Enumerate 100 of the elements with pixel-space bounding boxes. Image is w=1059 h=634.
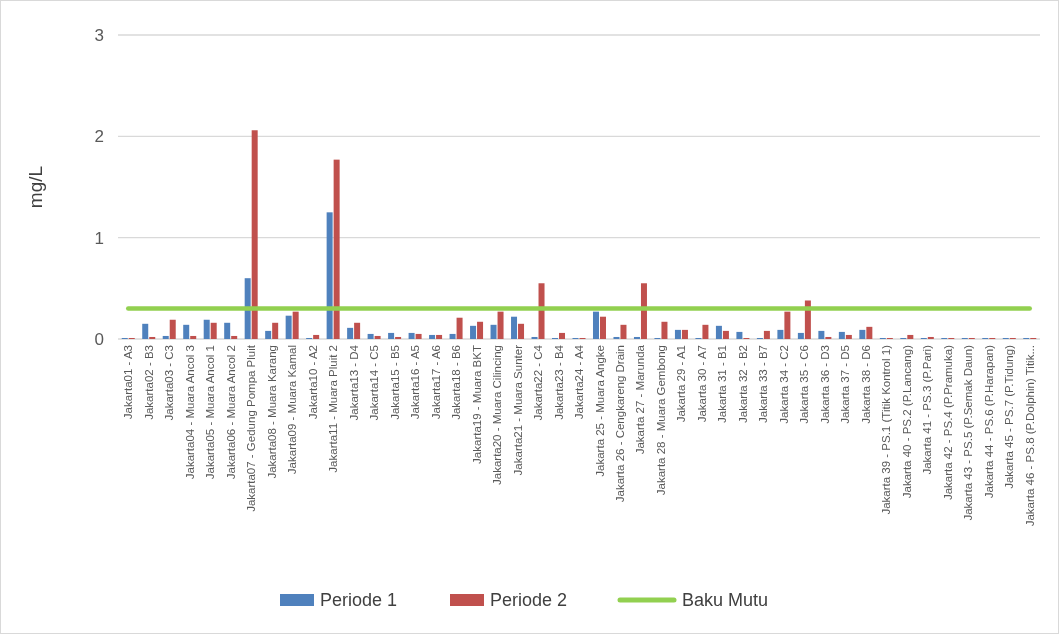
x-tick-label: Jakarta05 - Muara Ancol 1 xyxy=(204,345,217,480)
x-tick-label: Jakarta 34 - C2 xyxy=(777,345,790,424)
x-tick-label: Jakarta10 - A2 xyxy=(306,345,319,420)
bar xyxy=(866,326,873,339)
bar xyxy=(326,212,333,339)
x-tick-label: Jakarta13 - D4 xyxy=(347,344,360,421)
bar xyxy=(224,322,231,339)
bar xyxy=(183,324,190,339)
x-tick-label: Jakarta 40 - PS.2 (P.Lancang) xyxy=(900,344,913,499)
y-tick-label: 0 xyxy=(94,329,104,349)
bar xyxy=(845,334,852,339)
bar xyxy=(470,325,477,339)
bar xyxy=(265,330,272,339)
x-tick-label: Jakarta09 - Muara Kamal xyxy=(286,345,299,475)
x-tick-label: Jakarta 29 - A1 xyxy=(675,345,688,423)
x-tick-label: Jakarta16 - A5 xyxy=(409,345,422,420)
x-tick-label: Jakarta 36 - D3 xyxy=(818,345,831,424)
bar xyxy=(674,329,681,339)
x-tick-label: Jakarta 41 - PS.3 (P.Pari) xyxy=(921,344,934,475)
bar xyxy=(640,283,647,339)
bar xyxy=(736,331,743,339)
bar xyxy=(292,311,299,339)
bar xyxy=(497,311,504,339)
x-tick-label: Jakarta14 - C5 xyxy=(368,345,381,421)
bar xyxy=(620,324,627,339)
x-tick-label: Jakarta11 - Muara Pluit 2 xyxy=(327,345,340,473)
bar xyxy=(244,278,251,339)
bar xyxy=(559,332,566,339)
bar xyxy=(190,335,197,339)
bar xyxy=(633,336,640,339)
y-tick-label: 2 xyxy=(94,127,104,147)
x-tick-label: Jakarta01 - A3 xyxy=(122,345,135,420)
bar xyxy=(777,329,784,339)
bar xyxy=(477,321,484,339)
bar xyxy=(722,330,729,339)
bar xyxy=(429,334,436,339)
bar xyxy=(838,331,845,339)
x-tick-label: Jakarta 31 - B1 xyxy=(716,345,729,423)
x-tick-label: Jakarta 33 - B7 xyxy=(757,345,770,423)
bar xyxy=(395,336,402,339)
bar xyxy=(511,316,518,339)
bar xyxy=(354,322,361,339)
bar xyxy=(436,334,443,339)
bar xyxy=(797,332,804,339)
x-tick-label: Jakarta23 - B4 xyxy=(552,344,565,420)
x-tick-label: Jakarta02 - B3 xyxy=(142,345,155,420)
x-tick-label: Jakarta24 - A4 xyxy=(573,344,586,420)
bar xyxy=(169,319,176,339)
bar xyxy=(251,130,258,339)
bar xyxy=(702,324,709,339)
bar xyxy=(490,324,497,339)
bar xyxy=(613,336,620,339)
x-tick-label: Jakarta 43 - PS.5 (P.Semak Daun) xyxy=(962,344,975,521)
bar xyxy=(333,159,340,339)
bar xyxy=(715,325,722,339)
bar xyxy=(272,322,279,339)
bar xyxy=(203,319,210,339)
x-tick-label: Jakarta 45 - PS.7 (P.Tidung) xyxy=(1003,344,1016,489)
bar xyxy=(149,336,156,339)
bar xyxy=(313,334,320,339)
x-tick-label: Jakarta 37 - D5 xyxy=(839,345,852,424)
x-tick-label: Jakarta07 - Gedung Pompa Pluit xyxy=(245,344,258,512)
bar xyxy=(449,333,456,339)
y-tick-label: 1 xyxy=(94,228,104,248)
bar xyxy=(592,311,599,339)
x-tick-label: Jakarta 42 - PS.4 (P.Pramuka) xyxy=(941,344,954,501)
x-tick-label: Jakarta22 - C4 xyxy=(532,344,545,421)
bar xyxy=(859,329,866,339)
bar xyxy=(408,332,415,339)
legend-label: Periode 1 xyxy=(320,590,398,611)
bar xyxy=(210,322,217,339)
bar xyxy=(599,316,606,339)
bar xyxy=(818,330,825,339)
x-tick-label: Jakarta03 - C3 xyxy=(163,345,176,421)
x-tick-label: Jakarta 35 - C6 xyxy=(798,345,811,424)
legend-label: Periode 2 xyxy=(490,590,568,611)
x-tick-label: Jakarta 38 - D6 xyxy=(859,345,872,424)
x-tick-label: Jakarta17 - A6 xyxy=(429,345,442,420)
bar xyxy=(367,333,374,339)
x-tick-label: Jakarta15 - B5 xyxy=(388,345,401,420)
bar xyxy=(907,334,914,339)
bar xyxy=(538,283,545,339)
bar xyxy=(763,330,770,339)
x-tick-label: Jakarta 28 - Muara Gembong xyxy=(654,345,667,496)
bar xyxy=(142,323,149,339)
x-tick-label: Jakarta 46 - PS.8 (P.Dolphin) Titik... xyxy=(1023,345,1036,527)
y-tick-label: 3 xyxy=(94,25,104,45)
x-tick-label: Jakarta 44 - PS.6 (P.Harapan) xyxy=(982,344,995,499)
bar xyxy=(784,311,791,339)
x-tick-label: Jakarta 27 - Marunda xyxy=(634,344,647,455)
x-tick-label: Jakarta18 - B6 xyxy=(450,345,463,420)
bar xyxy=(661,321,668,339)
bar xyxy=(415,333,422,339)
bar xyxy=(681,329,688,339)
bar xyxy=(388,332,395,339)
x-tick-label: Jakarta 25 - Muara Angke xyxy=(593,345,606,477)
bar xyxy=(347,327,354,339)
x-tick-label: Jakarta06 - Muara Ancol 2 xyxy=(224,345,237,480)
x-tick-label: Jakarta 32 - B2 xyxy=(736,345,749,423)
x-tick-label: Jakarta 26 - Cengkareng Drain xyxy=(614,345,626,503)
